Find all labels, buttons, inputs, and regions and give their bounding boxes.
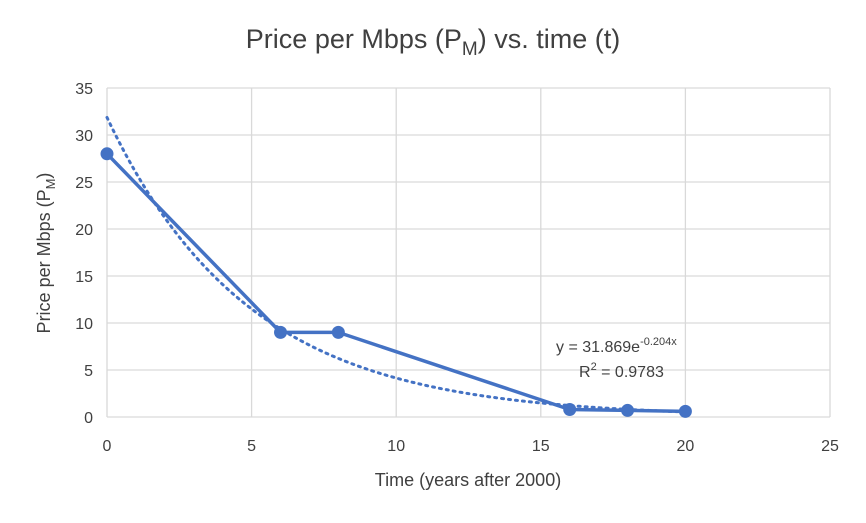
- trendline-equation-exponent: -0.204x: [640, 336, 677, 348]
- trendline: [105, 115, 687, 414]
- chart-title: Price per Mbps (PM) vs. time (t): [246, 24, 620, 60]
- chart-title-subscript: M: [462, 39, 478, 60]
- trendline-r-squared: R2 = 0.9783: [579, 361, 664, 381]
- x-tick-label: 5: [247, 438, 256, 455]
- x-tick-label: 0: [103, 438, 112, 455]
- r-squared-value: = 0.9783: [597, 364, 664, 381]
- y-axis-title-tail: ): [34, 173, 54, 179]
- data-point: [331, 325, 345, 339]
- data-point: [678, 404, 692, 418]
- y-tick-label: 25: [75, 175, 93, 192]
- trendline-equation-main: y = 31.869e: [556, 339, 640, 356]
- y-tick-label: 15: [75, 269, 93, 286]
- y-axis-title-main: Price per Mbps (P: [34, 189, 54, 333]
- x-tick-label: 20: [677, 438, 695, 455]
- data-point: [621, 403, 635, 417]
- y-tick-label: 5: [84, 363, 93, 380]
- r-squared-exponent: 2: [591, 361, 597, 373]
- data-points: [100, 147, 692, 418]
- chart-title-main: Price per Mbps (P: [246, 24, 462, 54]
- x-tick-label: 25: [821, 438, 839, 455]
- data-point: [563, 402, 577, 416]
- tick-labels: 0 5 10 15 20 25 30 35 0 5 10 15 20 25: [75, 81, 839, 455]
- y-tick-label: 20: [75, 222, 93, 239]
- x-tick-label: 15: [532, 438, 550, 455]
- series-line: [105, 152, 686, 414]
- y-tick-label: 35: [75, 81, 93, 98]
- gridlines: [106, 87, 831, 418]
- x-tick-label: 10: [387, 438, 405, 455]
- y-tick-label: 30: [75, 128, 93, 145]
- y-axis-title: Price per Mbps (PM): [34, 173, 58, 334]
- y-tick-label: 10: [75, 316, 93, 333]
- chart-title-tail: ) vs. time (t): [478, 24, 621, 54]
- trendline-equation: y = 31.869e-0.204x: [556, 336, 677, 356]
- y-axis-title-subscript: M: [43, 179, 58, 190]
- r-squared-label: R: [579, 364, 591, 381]
- data-point: [274, 325, 288, 339]
- x-axis-title: Time (years after 2000): [375, 470, 561, 490]
- y-tick-label: 0: [84, 410, 93, 427]
- data-point: [100, 147, 114, 161]
